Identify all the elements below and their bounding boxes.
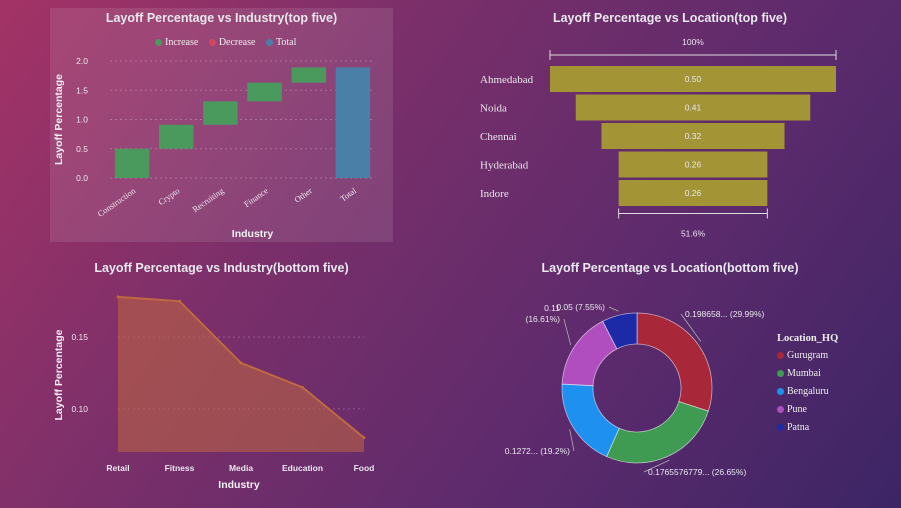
x-tick-label: Other	[292, 185, 314, 204]
funnel-category-label: Hyderabad	[480, 160, 529, 172]
slice-data-label: 0.11	[544, 303, 560, 313]
bar-total[interactable]	[335, 67, 371, 178]
data-point-education[interactable]	[301, 385, 304, 389]
funnel-category-label: Noida	[480, 103, 507, 115]
leader-line	[643, 459, 670, 473]
funnel-bar-ahmedabad[interactable]	[550, 66, 836, 92]
waterfall-panel: Layoff Percentage vs Industry(top five) …	[50, 8, 393, 242]
waterfall-chart: 0.0 0.5 1.0 1.5 2.0 Construction Crypto Recruit…	[53, 56, 375, 240]
x-tick-label: Education	[282, 463, 323, 473]
slice-data-label: 0.05 (7.55%)	[556, 302, 605, 312]
legend-item-total[interactable]: Total	[265, 37, 296, 48]
y-tick-label: 1.5	[76, 85, 88, 95]
funnel-value-label: 0.32	[685, 131, 702, 141]
slice-gurugram[interactable]	[636, 312, 713, 412]
data-point-fitness[interactable]	[178, 299, 181, 303]
funnel-top-label: 100%	[682, 37, 704, 47]
x-tick-label: Food	[354, 463, 375, 473]
x-tick-label: Finance	[242, 185, 270, 209]
y-tick-label: 0.0	[76, 173, 88, 183]
legend-label: Patna	[787, 422, 810, 433]
x-axis-label: Industry	[218, 479, 260, 491]
bar-construction[interactable]	[114, 148, 150, 178]
chart-title: Layoff Percentage vs Location(top five)	[552, 11, 788, 25]
legend-item-pune[interactable]: Pune	[777, 404, 838, 415]
area-fill	[118, 296, 364, 452]
legend-swatch	[777, 352, 784, 360]
donut-chart: 0.198658... (29.99%) 0.1765576779... (26.…	[505, 302, 765, 477]
legend-swatch	[777, 406, 784, 414]
legend-swatch	[777, 388, 784, 396]
legend-item-bengaluru[interactable]: Bengaluru	[777, 386, 838, 397]
funnel-bar-chennai[interactable]	[601, 123, 785, 149]
slice-bengaluru[interactable]	[561, 383, 620, 458]
y-tick-label: 0.5	[76, 144, 88, 154]
x-tick-label: Recruiting	[190, 185, 226, 214]
slice-data-label: (16.61%)	[526, 314, 561, 324]
y-tick-label: 2.0	[76, 56, 88, 66]
leader-line	[680, 313, 702, 342]
donut-panel: Layoff Percentage vs Location(bottom fiv…	[450, 258, 890, 498]
donut-legend: Location_HQ Gurugram Mumbai Bengaluru Pune P…	[777, 333, 838, 440]
data-point-media[interactable]	[239, 361, 243, 365]
funnel-category-label: Chennai	[480, 131, 517, 143]
area-chart: 0.10 0.15 Retail Fitness Media Education Food I…	[53, 295, 375, 491]
leader-line	[569, 429, 575, 452]
x-tick-label: Retail	[106, 463, 129, 473]
bar-recruiting[interactable]	[203, 101, 238, 125]
chart-title: Layoff Percentage vs Location(bottom fiv…	[541, 261, 799, 275]
legend-label: Mumbai	[787, 368, 821, 379]
y-tick-label: 0.15	[71, 332, 88, 342]
slice-data-label: 0.198658... (29.99%)	[685, 309, 765, 319]
funnel-bar-hyderabad[interactable]	[618, 151, 768, 178]
funnel-value-label: 0.50	[685, 74, 702, 84]
x-tick-label: Crypto	[156, 185, 181, 207]
legend-swatch	[777, 370, 784, 378]
funnel-chart: 100% 0.50 Ahmedabad 0.41 Noida 0.32 Chennai 0.2…	[480, 37, 837, 239]
leader-line	[563, 318, 572, 346]
legend-label: Gurugram	[787, 350, 829, 361]
slice-data-label: 0.1272... (19.2%)	[505, 446, 570, 456]
bar-other[interactable]	[291, 67, 326, 83]
funnel-bar-indore[interactable]	[618, 180, 768, 206]
funnel-panel: Layoff Percentage vs Location(top five) …	[450, 8, 890, 242]
slice-patna[interactable]	[602, 312, 638, 350]
y-axis-label: Layoff Percentage	[53, 329, 65, 420]
legend-item-gurugram[interactable]: Gurugram	[777, 350, 838, 361]
chart-legend: Increase Decrease Total	[155, 37, 296, 48]
legend-item-patna[interactable]: Patna	[777, 422, 838, 433]
legend-label: Bengaluru	[787, 386, 829, 397]
funnel-value-label: 0.41	[685, 103, 702, 113]
y-tick-label: 0.10	[71, 404, 88, 414]
slice-data-label: 0.1765576779... (26.65%)	[648, 467, 746, 477]
x-tick-label: Total	[338, 185, 358, 204]
x-tick-label: Fitness	[165, 463, 195, 473]
chart-title: Layoff Percentage vs Industry(top five)	[105, 11, 338, 25]
legend-item-increase[interactable]: Increase	[155, 37, 198, 48]
slice-mumbai[interactable]	[606, 401, 709, 464]
legend-label: Pune	[787, 404, 807, 415]
legend-swatch	[777, 424, 784, 432]
leader-line	[608, 306, 619, 312]
data-point-retail[interactable]	[116, 295, 120, 299]
funnel-bar-noida[interactable]	[575, 94, 811, 121]
data-point-food[interactable]	[362, 436, 366, 440]
y-axis-label: Layoff Percentage	[53, 74, 65, 165]
x-tick-label: Media	[229, 463, 253, 473]
legend-title: Location_HQ	[777, 333, 839, 344]
legend-item-decrease[interactable]: Decrease	[208, 37, 255, 48]
funnel-category-label: Indore	[480, 188, 509, 200]
area-panel: Layoff Percentage vs Industry(bottom fiv…	[50, 258, 393, 498]
legend-item-mumbai[interactable]: Mumbai	[777, 368, 838, 379]
x-tick-label: Construction	[96, 185, 138, 219]
funnel-value-label: 0.26	[685, 188, 702, 198]
y-tick-label: 1.0	[76, 115, 88, 125]
funnel-bottom-label: 51.6%	[681, 229, 706, 239]
funnel-category-label: Ahmedabad	[480, 74, 534, 86]
bar-crypto[interactable]	[159, 124, 194, 149]
funnel-value-label: 0.26	[685, 160, 702, 170]
chart-title: Layoff Percentage vs Industry(bottom fiv…	[94, 261, 349, 275]
bar-finance[interactable]	[247, 82, 282, 102]
x-axis-label: Industry	[232, 228, 274, 240]
